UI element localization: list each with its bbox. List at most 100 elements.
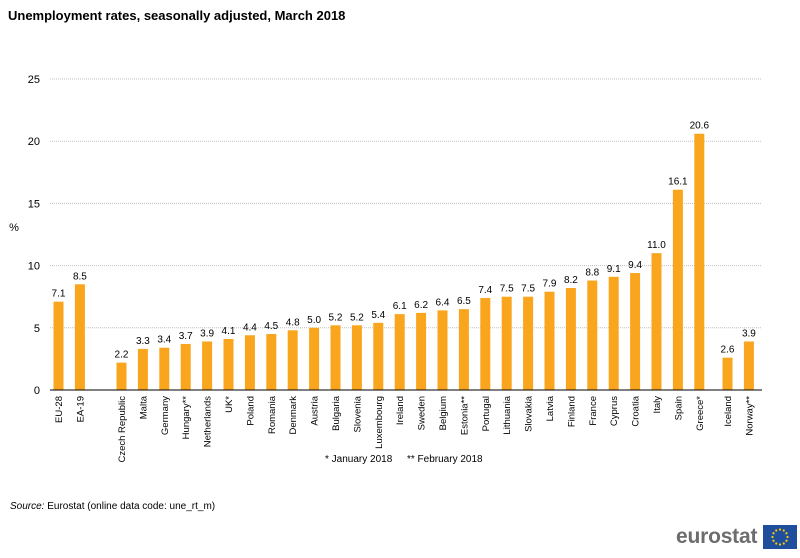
bar: [351, 325, 362, 390]
footnote: * January 2018: [325, 454, 393, 465]
star-icon: [786, 535, 789, 539]
y-tick-label: 20: [28, 136, 40, 148]
source-note: Source: Eurostat (online data code: une_…: [10, 501, 215, 512]
x-tick-label: EA-19: [75, 396, 86, 422]
star-icon: [782, 542, 786, 545]
x-tick-label: Iceland: [723, 396, 734, 427]
y-axis-label: %: [9, 222, 19, 234]
data-label: 3.9: [200, 328, 214, 339]
x-tick-label: Bulgaria: [331, 395, 342, 431]
logo-text: eurostat: [676, 525, 758, 548]
x-tick-label: Romania: [267, 395, 278, 434]
data-label: 2.6: [721, 345, 735, 356]
eu-flag-icon: [763, 525, 798, 549]
bar: [223, 338, 234, 390]
bar: [137, 348, 148, 390]
data-label: 4.1: [222, 326, 236, 337]
eurostat-logo: eurostat: [676, 525, 798, 549]
bar: [565, 287, 576, 390]
data-label: 7.5: [500, 284, 514, 295]
x-tick-label: Hungary**: [181, 396, 192, 440]
star-icon: [775, 529, 778, 532]
x-tick-label: Greece*: [695, 396, 706, 431]
x-tick-label: Luxembourg: [374, 396, 385, 449]
bar-chart: 0 5 10 15 20 25 % 7.1 8.5 2.2 3.3 3.4 3.7 3.9 4.1 4.4…: [9, 74, 762, 465]
x-tick-label: Italy: [652, 396, 663, 414]
bar: [74, 284, 85, 390]
star-icon: [785, 539, 788, 542]
data-label: 3.7: [179, 331, 193, 342]
bar: [159, 347, 170, 390]
data-label: 2.2: [115, 350, 129, 361]
bar: [416, 312, 427, 390]
data-label: 5.2: [350, 312, 364, 323]
bar: [244, 335, 255, 390]
bar: [587, 280, 598, 390]
data-label: 6.5: [457, 296, 471, 307]
bar: [743, 341, 754, 390]
data-label: 3.3: [136, 336, 150, 347]
star-icon: [772, 539, 775, 542]
data-label: 20.6: [690, 121, 710, 132]
data-label: 6.1: [393, 301, 407, 312]
x-tick-label: Estonia**: [459, 396, 470, 435]
bars: 7.1 8.5 2.2 3.3 3.4 3.7 3.9 4.1 4.4 4.5 4.8 5.0 5.2 5…: [52, 121, 756, 390]
bar: [53, 301, 64, 390]
x-tick-label: Cyprus: [609, 396, 620, 426]
data-label: 5.4: [371, 310, 385, 321]
x-tick-label: Croatia: [631, 395, 642, 426]
x-tick-label: Czech Republic: [117, 396, 128, 463]
data-label: 6.2: [414, 300, 428, 311]
bar: [394, 314, 405, 390]
star-icon: [779, 543, 782, 546]
x-tick-label: EU-28: [54, 396, 65, 423]
x-tick-label: Germany: [160, 396, 171, 435]
x-tick-label: Malta: [138, 395, 149, 419]
star-icon: [782, 529, 786, 532]
gridlines: [50, 78, 762, 329]
star-icon: [771, 535, 774, 539]
y-tick-label: 25: [28, 74, 40, 86]
data-label: 5.2: [329, 312, 343, 323]
x-tick-label: Ireland: [395, 396, 406, 425]
data-label: 7.4: [478, 285, 492, 296]
x-tick-label: Netherlands: [203, 396, 214, 447]
x-tick-label: Lithuania: [502, 395, 513, 434]
data-label: 16.1: [668, 177, 688, 188]
y-tick-label: 10: [28, 261, 40, 273]
star-icon: [779, 528, 782, 531]
data-label: 4.5: [264, 321, 278, 332]
data-label: 6.4: [436, 297, 450, 308]
data-label: 8.5: [73, 271, 87, 282]
bar: [722, 357, 733, 390]
y-tick-label: 15: [28, 198, 40, 210]
x-tick-label: Norway**: [744, 396, 755, 436]
bar: [373, 322, 384, 390]
bar: [480, 297, 491, 390]
star-icon: [775, 542, 778, 545]
bar: [694, 133, 705, 390]
x-tick-label: Slovenia: [352, 395, 363, 432]
data-label: 7.9: [543, 279, 557, 290]
bar: [330, 325, 341, 390]
data-label: 7.1: [52, 289, 66, 300]
data-label: 7.5: [521, 284, 535, 295]
x-axis-labels: EU-28 EA-19 Czech Republic Malta Germany Hung…: [54, 395, 755, 462]
y-tick-label: 5: [34, 323, 40, 335]
star-icon: [785, 532, 788, 535]
chart-title: Unemployment rates, seasonally adjusted,…: [8, 8, 346, 23]
bar: [116, 362, 127, 390]
bar: [437, 310, 448, 390]
bar: [608, 276, 619, 390]
x-tick-label: Latvia: [545, 395, 556, 421]
data-label: 8.8: [585, 268, 599, 279]
y-axis-ticks: 0 5 10 15 20 25: [28, 74, 40, 397]
bar: [523, 296, 534, 390]
bar: [544, 291, 555, 390]
data-label: 8.2: [564, 275, 578, 286]
x-tick-label: Slovakia: [524, 395, 535, 432]
x-tick-label: Portugal: [481, 396, 492, 431]
bar: [202, 341, 213, 390]
bar: [651, 253, 662, 390]
x-tick-label: Sweden: [417, 396, 428, 430]
